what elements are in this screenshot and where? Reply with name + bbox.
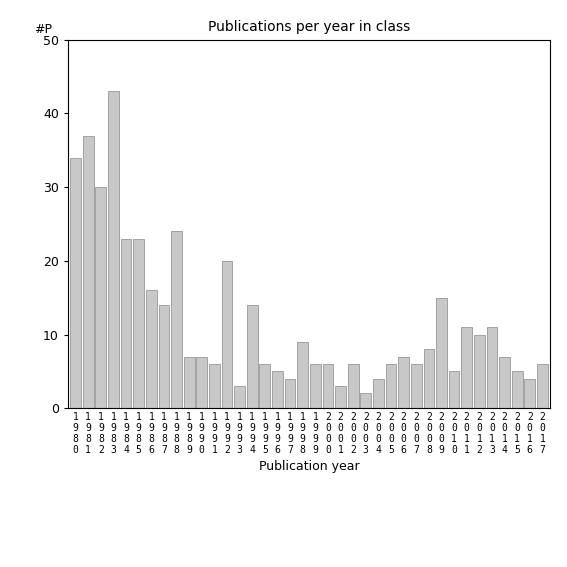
- Bar: [373, 379, 384, 408]
- Bar: [146, 290, 156, 408]
- Bar: [222, 261, 232, 408]
- Bar: [133, 239, 144, 408]
- Bar: [462, 327, 472, 408]
- Bar: [398, 357, 409, 408]
- Bar: [424, 349, 434, 408]
- Bar: [260, 364, 270, 408]
- Bar: [323, 364, 333, 408]
- Bar: [159, 305, 170, 408]
- Bar: [474, 335, 485, 408]
- Bar: [361, 393, 371, 408]
- Bar: [448, 371, 459, 408]
- X-axis label: Publication year: Publication year: [259, 460, 359, 473]
- Bar: [386, 364, 396, 408]
- Bar: [121, 239, 132, 408]
- Bar: [486, 327, 497, 408]
- Bar: [524, 379, 535, 408]
- Bar: [108, 91, 119, 408]
- Bar: [272, 371, 283, 408]
- Bar: [297, 342, 308, 408]
- Bar: [512, 371, 523, 408]
- Bar: [196, 357, 207, 408]
- Bar: [83, 136, 94, 408]
- Bar: [184, 357, 194, 408]
- Text: #P: #P: [34, 23, 52, 36]
- Bar: [209, 364, 220, 408]
- Bar: [411, 364, 422, 408]
- Bar: [348, 364, 358, 408]
- Bar: [310, 364, 321, 408]
- Bar: [436, 298, 447, 408]
- Title: Publications per year in class: Publications per year in class: [208, 20, 410, 35]
- Bar: [285, 379, 295, 408]
- Bar: [171, 231, 182, 408]
- Bar: [234, 386, 245, 408]
- Bar: [499, 357, 510, 408]
- Bar: [70, 158, 81, 408]
- Bar: [247, 305, 257, 408]
- Bar: [537, 364, 548, 408]
- Bar: [335, 386, 346, 408]
- Bar: [95, 187, 106, 408]
